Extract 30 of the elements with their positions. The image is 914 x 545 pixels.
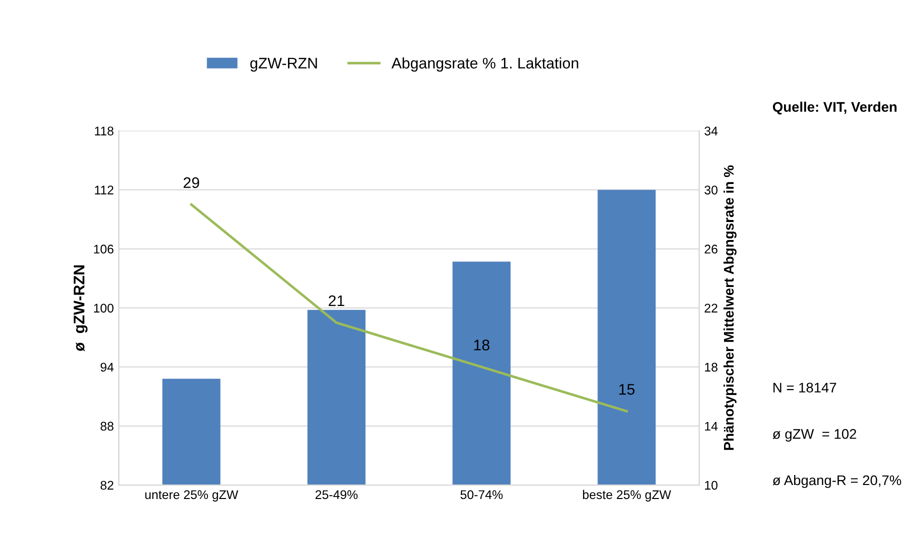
legend-label: gZW-RZN	[250, 58, 317, 72]
x-tick-label: untere 25% gZW	[145, 490, 238, 502]
text: ø Abgang-R = 20,7%	[772, 474, 902, 488]
y2-tick-label: 22	[704, 304, 718, 312]
y2-axis-title: Phänotypischer Mittelwert Abgngsrate in %	[724, 165, 737, 450]
y-tick-label: 118	[94, 126, 114, 136]
y-tick-label: 112	[94, 186, 114, 194]
y2-tick-label: 30	[704, 186, 718, 194]
y2-tick-label: 34	[704, 126, 718, 136]
x-tick-label: 50-74%	[460, 490, 503, 500]
y2-tick-label: 26	[704, 244, 718, 254]
y-tick-label: 100	[94, 304, 114, 313]
y2-tick-label: 14	[705, 422, 718, 431]
data-label: 18	[474, 340, 490, 350]
y-axis-title: ø gZW-RZN	[74, 265, 88, 352]
y-tick-label: 82	[100, 480, 114, 490]
y-tick-label: 94	[100, 362, 114, 372]
source-note: Quelle: VIT, Verden	[772, 102, 897, 114]
x-tick-label: 25-49%	[316, 490, 358, 500]
text: ø gZW = 102	[772, 429, 856, 442]
data-label: 29	[184, 177, 200, 188]
data-label: 15	[619, 384, 635, 395]
y2-tick-label: 18	[705, 362, 718, 372]
x-tick-label: beste 25% gZW	[583, 490, 672, 502]
y-tick-label: 88	[100, 422, 114, 431]
y-tick-label: 106	[94, 244, 114, 254]
data-label: 21	[328, 295, 344, 306]
text: N = 18147	[773, 382, 836, 393]
y2-tick-label: 10	[705, 480, 718, 490]
legend-label: Abgangsrate % 1. Laktation	[391, 57, 578, 72]
